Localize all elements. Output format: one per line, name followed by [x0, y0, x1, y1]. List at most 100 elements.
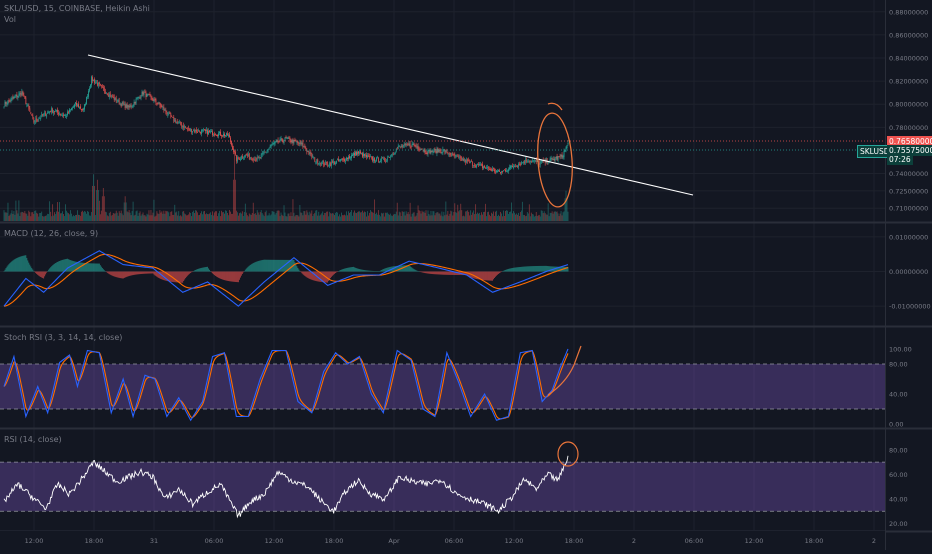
volume-bar: [233, 179, 234, 221]
histogram-bar: [19, 256, 21, 272]
histogram-bar: [437, 271, 439, 275]
histogram-bar: [452, 271, 454, 275]
volume-bar: [50, 211, 52, 221]
histogram-bar: [50, 267, 52, 272]
histogram-bar: [213, 271, 214, 275]
histogram-bar: [264, 259, 266, 272]
volume-bar: [272, 211, 274, 221]
volume-bar: [273, 211, 275, 221]
candle-body: [64, 115, 65, 117]
volume-bar: [379, 216, 381, 221]
candle-body: [323, 160, 325, 165]
candle-body: [305, 148, 307, 150]
volume-bar: [176, 211, 178, 221]
histogram-bar: [195, 269, 197, 272]
histogram-bar: [335, 271, 337, 274]
histogram-bar: [122, 271, 124, 279]
histogram-bar: [192, 271, 194, 273]
candle-body: [484, 166, 485, 168]
candle-body: [408, 143, 410, 146]
candle-body: [124, 103, 126, 109]
volume-bar: [29, 212, 31, 221]
candle-body: [163, 106, 165, 111]
volume-bar: [305, 214, 307, 221]
candle-body: [509, 167, 510, 170]
histogram-bar: [318, 271, 320, 282]
histogram-bar: [559, 266, 561, 272]
histogram-bar: [275, 259, 277, 272]
candle-body: [435, 150, 437, 154]
volume-bar: [71, 213, 72, 221]
volume-legend[interactable]: Vol: [4, 15, 16, 24]
candle-body: [91, 76, 92, 86]
candle-body: [455, 155, 457, 157]
volume-bar: [110, 215, 112, 221]
volume-bar: [381, 213, 383, 221]
rsi-legend[interactable]: RSI (14, close): [4, 435, 62, 444]
candle-body: [521, 162, 523, 164]
histogram-bar: [179, 271, 181, 283]
candle-body: [200, 131, 201, 134]
price-pane[interactable]: 0.880000000.860000000.840000000.82000000…: [0, 8, 928, 221]
volume-bar: [309, 211, 311, 221]
stoch-annotation[interactable]: [547, 345, 582, 396]
symbol-legend[interactable]: SKL/USD, 15, COINBASE, Heikin Ashi: [4, 4, 150, 13]
histogram-bar: [217, 271, 218, 278]
volume-bar: [154, 216, 156, 221]
candle-body: [196, 130, 198, 132]
histogram-bar: [261, 260, 263, 272]
macd-legend[interactable]: MACD (12, 26, close, 9): [4, 229, 99, 238]
volume-bar: [183, 211, 185, 221]
histogram-bar: [172, 271, 174, 282]
histogram-bar: [247, 266, 249, 272]
volume-bar: [386, 212, 388, 221]
histogram-bar: [355, 267, 356, 272]
histogram-bar: [194, 270, 196, 272]
volume-bar: [167, 211, 169, 221]
histogram-bar: [482, 271, 483, 281]
histogram-bar: [307, 271, 309, 278]
volume-bar: [205, 214, 206, 221]
candle-body: [234, 151, 236, 155]
candle-body: [368, 155, 369, 157]
volume-bar: [373, 212, 374, 221]
volume-bar: [83, 212, 84, 221]
histogram-bar: [209, 269, 210, 272]
time-axis[interactable]: 12:00 18:00 31 06:00 12:00 18:00 Apr 06:00 12:00…: [0, 531, 885, 550]
candle-body: [119, 103, 121, 105]
volume-bar: [231, 213, 232, 221]
histogram-bar: [65, 259, 66, 272]
candle-body: [363, 153, 364, 157]
volume-bar: [270, 214, 272, 221]
trendline[interactable]: [87, 54, 694, 196]
histogram-bar: [130, 271, 132, 276]
candle-body: [231, 141, 232, 145]
volume-bar: [260, 210, 262, 221]
volume-bar: [241, 211, 243, 221]
volume-bar: [548, 216, 550, 221]
histogram-bar: [163, 271, 165, 281]
candle-body: [74, 104, 75, 108]
volume-bar: [86, 213, 87, 221]
stoch-rsi-legend[interactable]: Stoch RSI (3, 3, 14, 14, close): [4, 333, 123, 342]
volume-bar: [302, 215, 304, 221]
candle-body: [438, 150, 440, 152]
candle-body: [349, 156, 350, 158]
candle-body: [243, 156, 245, 158]
histogram-bar: [94, 263, 96, 272]
histogram-bar: [371, 270, 372, 272]
candle-body: [364, 154, 365, 156]
candle-body: [286, 138, 288, 139]
candle-body: [437, 148, 439, 153]
histogram-bar: [60, 260, 61, 272]
histogram-bar: [539, 265, 541, 272]
volume-bar: [59, 202, 60, 221]
circle-annotation[interactable]: [535, 112, 575, 208]
rsi-circle-annotation[interactable]: [557, 441, 579, 467]
volume-bar: [14, 214, 16, 221]
histogram-bar: [119, 271, 121, 279]
